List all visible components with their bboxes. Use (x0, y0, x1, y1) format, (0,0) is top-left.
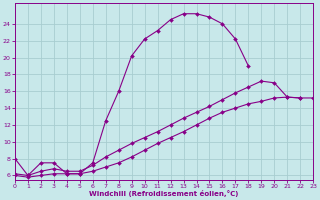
X-axis label: Windchill (Refroidissement éolien,°C): Windchill (Refroidissement éolien,°C) (89, 190, 239, 197)
